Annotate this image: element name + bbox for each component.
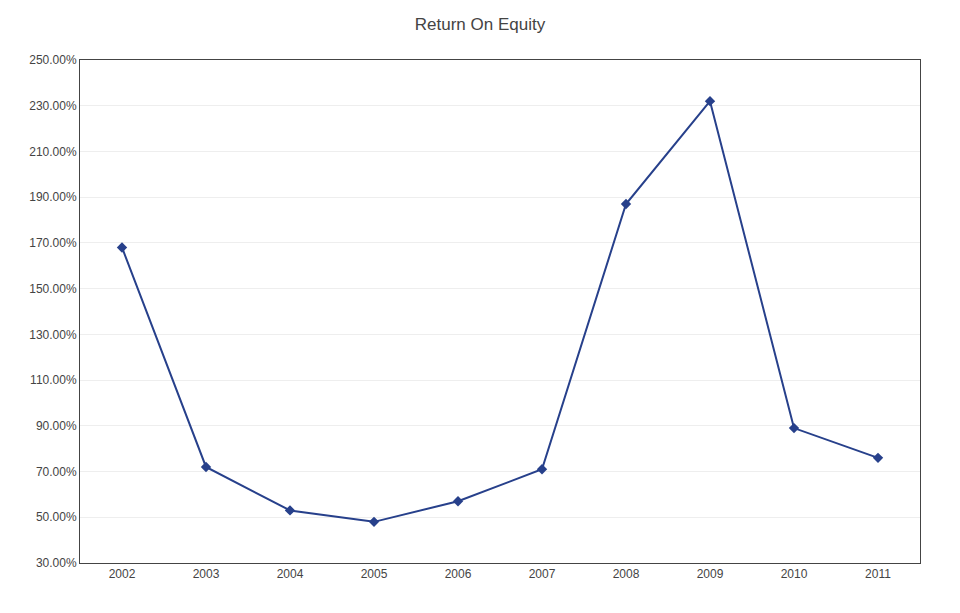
svg-text:2005: 2005 [361,567,388,581]
svg-text:110.00%: 110.00% [30,373,77,387]
svg-text:2002: 2002 [109,567,136,581]
svg-text:250.00%: 250.00% [29,53,77,67]
svg-text:70.00%: 70.00% [36,465,77,479]
svg-text:150.00%: 150.00% [29,282,77,296]
svg-text:2009: 2009 [697,567,724,581]
svg-text:50.00%: 50.00% [36,510,77,524]
svg-text:90.00%: 90.00% [36,419,77,433]
svg-text:230.00%: 230.00% [29,99,77,113]
svg-text:2003: 2003 [193,567,220,581]
svg-text:210.00%: 210.00% [29,145,77,159]
svg-text:130.00%: 130.00% [29,328,77,342]
svg-text:190.00%: 190.00% [29,190,77,204]
svg-text:2008: 2008 [613,567,640,581]
svg-text:30.00%: 30.00% [36,556,77,570]
svg-text:2007: 2007 [529,567,556,581]
svg-text:170.00%: 170.00% [29,236,77,250]
svg-text:2004: 2004 [277,567,304,581]
svg-text:Return On Equity: Return On Equity [415,15,546,34]
svg-text:2011: 2011 [865,567,891,581]
svg-text:2010: 2010 [781,567,808,581]
svg-text:2006: 2006 [445,567,472,581]
